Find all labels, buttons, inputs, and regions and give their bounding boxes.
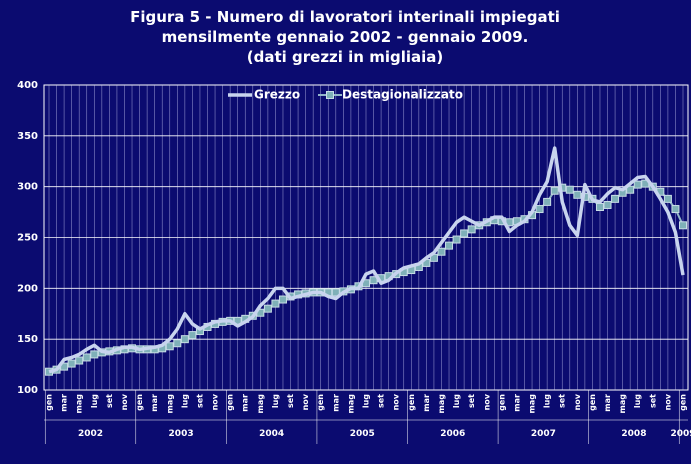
year-label: 2004 <box>259 429 284 439</box>
y-tick-label: 200 <box>17 283 38 294</box>
marker <box>188 331 197 340</box>
x-tick-label: mag <box>528 394 537 414</box>
marker <box>180 335 189 344</box>
x-tick-label: set <box>558 394 567 408</box>
x-tick-label: gen <box>588 394 597 411</box>
x-tick-label: mag <box>256 394 265 414</box>
marker <box>671 205 680 214</box>
year-label: 2009 <box>670 429 691 439</box>
marker <box>452 235 461 244</box>
year-label: 2006 <box>440 429 465 439</box>
legend-label: Grezzo <box>254 88 300 102</box>
marker <box>595 203 604 211</box>
marker <box>467 225 476 234</box>
marker <box>626 185 635 194</box>
year-label: 2003 <box>169 429 194 439</box>
marker <box>271 299 280 308</box>
x-tick-label: gen <box>226 394 235 411</box>
marker <box>611 194 620 203</box>
marker <box>173 339 182 348</box>
marker <box>603 200 612 209</box>
x-tick-label: set <box>467 394 476 408</box>
x-tick-label: mar <box>331 394 340 412</box>
x-tick-label: gen <box>679 394 688 411</box>
x-tick-label: lug <box>90 394 99 408</box>
marker <box>460 229 469 238</box>
x-tick-label: set <box>377 394 386 408</box>
marker <box>535 205 544 214</box>
x-tick-label: set <box>195 394 204 408</box>
marker <box>165 342 174 351</box>
x-tick-label: lug <box>271 394 280 408</box>
marker <box>663 194 672 203</box>
x-tick-label: gen <box>497 394 506 411</box>
marker <box>82 353 91 362</box>
x-tick-label: lug <box>452 394 461 408</box>
x-tick-label: nov <box>663 393 672 410</box>
year-label: 2008 <box>621 429 646 439</box>
year-label: 2005 <box>350 429 375 439</box>
x-tick-label: nov <box>120 393 129 410</box>
marker <box>550 186 559 195</box>
marker <box>543 197 552 206</box>
x-tick-label: mar <box>150 394 159 412</box>
marker <box>67 359 76 368</box>
x-tick-label: gen <box>135 394 144 411</box>
x-tick-label: mag <box>165 394 174 414</box>
year-label: 2002 <box>78 429 103 439</box>
y-tick-label: 300 <box>17 182 38 193</box>
legend-swatch <box>326 91 334 99</box>
x-tick-label: lug <box>633 394 642 408</box>
x-tick-label: lug <box>362 394 371 408</box>
marker <box>263 304 272 313</box>
legend-label: Destagionalizzato <box>342 88 463 102</box>
chart-title: mensilmente gennaio 2002 - gennaio 2009. <box>162 28 529 46</box>
y-tick-label: 100 <box>17 385 38 396</box>
x-tick-label: nov <box>301 393 310 410</box>
x-tick-label: set <box>286 394 295 408</box>
marker <box>278 295 287 304</box>
x-tick-label: mag <box>346 394 355 414</box>
marker <box>437 247 446 256</box>
marker <box>75 356 84 365</box>
series-line <box>48 146 685 374</box>
x-tick-label: mar <box>422 394 431 412</box>
chart-title: Figura 5 - Numero di lavoratori interina… <box>130 8 560 26</box>
x-tick-label: mar <box>241 394 250 412</box>
chart-title: (dati grezzi in migliaia) <box>247 48 443 66</box>
x-tick-label: lug <box>543 394 552 408</box>
x-tick-label: mar <box>512 394 521 412</box>
marker <box>90 350 99 359</box>
x-tick-label: mag <box>618 394 627 414</box>
y-tick-label: 350 <box>17 131 38 142</box>
x-tick-label: mar <box>603 394 612 412</box>
marker <box>369 276 378 285</box>
marker <box>679 221 687 230</box>
marker <box>331 288 340 297</box>
marker <box>573 190 582 199</box>
x-tick-label: mag <box>437 394 446 414</box>
y-tick-label: 150 <box>17 334 38 345</box>
x-tick-label: set <box>105 394 114 408</box>
x-tick-label: set <box>648 394 657 408</box>
x-tick-label: nov <box>573 393 582 410</box>
marker <box>445 241 454 250</box>
year-label: 2007 <box>531 429 556 439</box>
x-tick-label: mag <box>75 394 84 414</box>
x-tick-label: nov <box>392 393 401 410</box>
marker <box>633 180 642 189</box>
x-tick-label: nov <box>211 393 220 410</box>
marker <box>565 185 574 194</box>
x-tick-label: nov <box>482 393 491 410</box>
x-tick-label: gen <box>316 394 325 411</box>
y-tick-label: 400 <box>17 80 38 91</box>
x-tick-label: lug <box>180 394 189 408</box>
x-tick-label: gen <box>45 394 54 411</box>
x-tick-label: mar <box>60 394 69 412</box>
y-tick-label: 250 <box>17 233 38 244</box>
x-tick-label: gen <box>407 394 416 411</box>
